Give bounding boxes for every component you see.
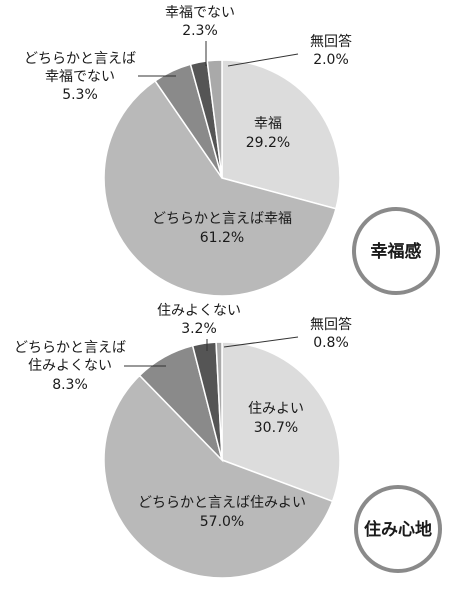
slice-label-somewhat-unhappy-line2: 幸福でない (45, 69, 115, 85)
slice-value-unlivable: 3.2% (181, 321, 217, 337)
slice-value-somewhat-unhappy: 5.3% (62, 87, 98, 103)
slice-label-livable: 住みよい (248, 401, 304, 417)
pie-chart-happiness: 幸福 29.2% どちらかと言えば幸福 61.2% どちらかと言えば 幸福でない… (24, 5, 440, 297)
category-badge (352, 207, 440, 295)
slice-label-somewhat-happy: どちらかと言えば幸福 (152, 211, 292, 227)
slice-livable (221, 341, 341, 503)
slice-label-somewhat-unlivable-line2: 住みよくない (28, 358, 112, 374)
pie-slices (103, 341, 341, 579)
slice-value-somewhat-livable: 57.0% (200, 514, 244, 530)
slice-label-somewhat-unhappy-line1: どちらかと言えば (24, 51, 136, 67)
pie-chart-livability: 住みよい 30.7% どちらかと言えば住みよい 57.0% どちらかと言えば 住… (14, 303, 442, 579)
slice-somewhat-livable (103, 374, 334, 579)
slice-value-happy: 29.2% (246, 135, 290, 151)
slice-no-answer (206, 59, 223, 179)
slice-label-no-answer: 無回答 (310, 316, 352, 333)
badge-title: 幸福感 (371, 241, 422, 262)
slice-label-unlivable: 住みよくない (157, 303, 241, 319)
slice-label-somewhat-unlivable-line1: どちらかと言えば (14, 340, 126, 356)
slice-no-answer (215, 341, 223, 461)
slice-label-happy: 幸福 (254, 116, 282, 132)
slice-label-somewhat-livable: どちらかと言えば住みよい (138, 495, 306, 511)
slice-value-unhappy: 2.3% (182, 23, 218, 39)
category-badge (354, 485, 442, 573)
slice-value-no-answer: 2.0% (313, 52, 349, 68)
slice-label-unhappy: 幸福でない (165, 5, 235, 21)
slice-value-somewhat-unlivable: 8.3% (52, 377, 88, 393)
slice-value-somewhat-happy: 61.2% (200, 230, 244, 246)
leader-line (223, 336, 299, 348)
leader-line (227, 53, 299, 67)
slice-value-livable: 30.7% (254, 420, 298, 436)
slice-somewhat-happy (103, 79, 337, 297)
badge-title: 住み心地 (364, 519, 432, 540)
slice-label-no-answer: 無回答 (310, 33, 352, 50)
pie-slices (103, 59, 341, 297)
slice-value-no-answer: 0.8% (313, 335, 349, 351)
